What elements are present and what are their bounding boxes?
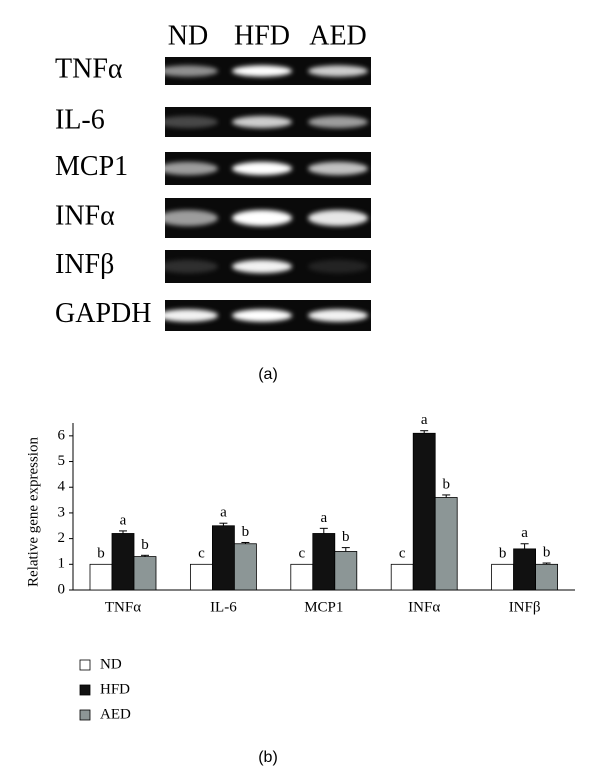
bar	[334, 551, 358, 591]
bar	[233, 543, 257, 591]
significance-letter: a	[421, 412, 428, 428]
gel-column-label: AED	[309, 20, 367, 51]
gel-row-label: MCP1	[55, 151, 128, 182]
gel-band	[158, 65, 218, 77]
gel-row-label: IL-6	[55, 104, 105, 135]
gel-row-label: INFα	[55, 200, 115, 231]
bar	[133, 556, 157, 591]
gel-band	[232, 309, 292, 322]
x-tick-label: INFα	[408, 599, 440, 615]
gel-band	[308, 309, 368, 322]
y-tick-label: 0	[58, 581, 66, 597]
gel-band	[308, 65, 368, 77]
gel-band	[158, 116, 218, 128]
significance-letter: a	[521, 525, 528, 541]
significance-letter: c	[298, 546, 305, 562]
gel-row-label: INFβ	[55, 249, 114, 280]
caption-b: (b)	[258, 749, 278, 766]
gel-band	[158, 309, 218, 322]
gel-column-label: HFD	[234, 20, 290, 51]
bar	[111, 533, 135, 591]
x-tick-label: IL-6	[210, 599, 237, 615]
bar	[390, 563, 414, 591]
significance-letter: b	[342, 529, 350, 545]
significance-letter: b	[442, 476, 450, 492]
gel-row-label: TNFα	[55, 53, 123, 84]
significance-letter: a	[220, 505, 227, 521]
y-tick-label: 2	[58, 530, 66, 546]
bar	[434, 497, 458, 591]
y-tick-label: 6	[58, 427, 66, 443]
y-tick-label: 1	[58, 556, 66, 572]
bar	[412, 432, 436, 591]
significance-letter: b	[141, 537, 149, 553]
bar	[189, 563, 213, 591]
gel-band	[308, 259, 368, 274]
significance-letter: b	[97, 546, 105, 562]
bar	[89, 563, 113, 591]
gel-band	[232, 161, 292, 176]
gel-band	[158, 210, 218, 226]
significance-letter: a	[320, 510, 327, 526]
significance-letter: b	[499, 546, 507, 562]
x-tick-label: MCP1	[304, 599, 343, 615]
gel-band	[158, 259, 218, 274]
legend-label: ND	[100, 656, 122, 672]
gel-band	[158, 161, 218, 176]
legend-swatch	[79, 684, 91, 696]
bar	[312, 533, 336, 591]
y-axis-label: Relative gene expression	[25, 437, 41, 587]
bar	[513, 548, 536, 591]
significance-letter: b	[543, 544, 551, 560]
gel-band	[232, 210, 292, 226]
bar	[491, 563, 515, 591]
x-tick-label: TNFα	[105, 599, 141, 615]
bar	[211, 525, 235, 591]
gel-band	[308, 210, 368, 226]
caption-a: (a)	[258, 366, 278, 383]
significance-letter: b	[242, 524, 250, 540]
x-tick-label: INFβ	[509, 599, 541, 615]
legend-label: AED	[100, 706, 131, 722]
gel-band	[232, 116, 292, 128]
y-tick-label: 4	[58, 479, 66, 495]
y-tick-label: 3	[58, 504, 66, 520]
gel-band	[232, 65, 292, 77]
bar	[290, 563, 314, 591]
legend-swatch	[79, 709, 91, 721]
gel-band	[308, 116, 368, 128]
legend-label: HFD	[100, 681, 130, 697]
legend-swatch	[79, 659, 91, 671]
gel-column-label: ND	[168, 20, 208, 51]
significance-letter: a	[120, 512, 127, 528]
y-tick-label: 5	[58, 453, 66, 469]
gel-band	[308, 161, 368, 176]
gel-band	[232, 259, 292, 274]
bar	[535, 563, 558, 591]
significance-letter: c	[198, 546, 205, 562]
gel-row-label: GAPDH	[55, 298, 151, 329]
significance-letter: c	[399, 546, 406, 562]
